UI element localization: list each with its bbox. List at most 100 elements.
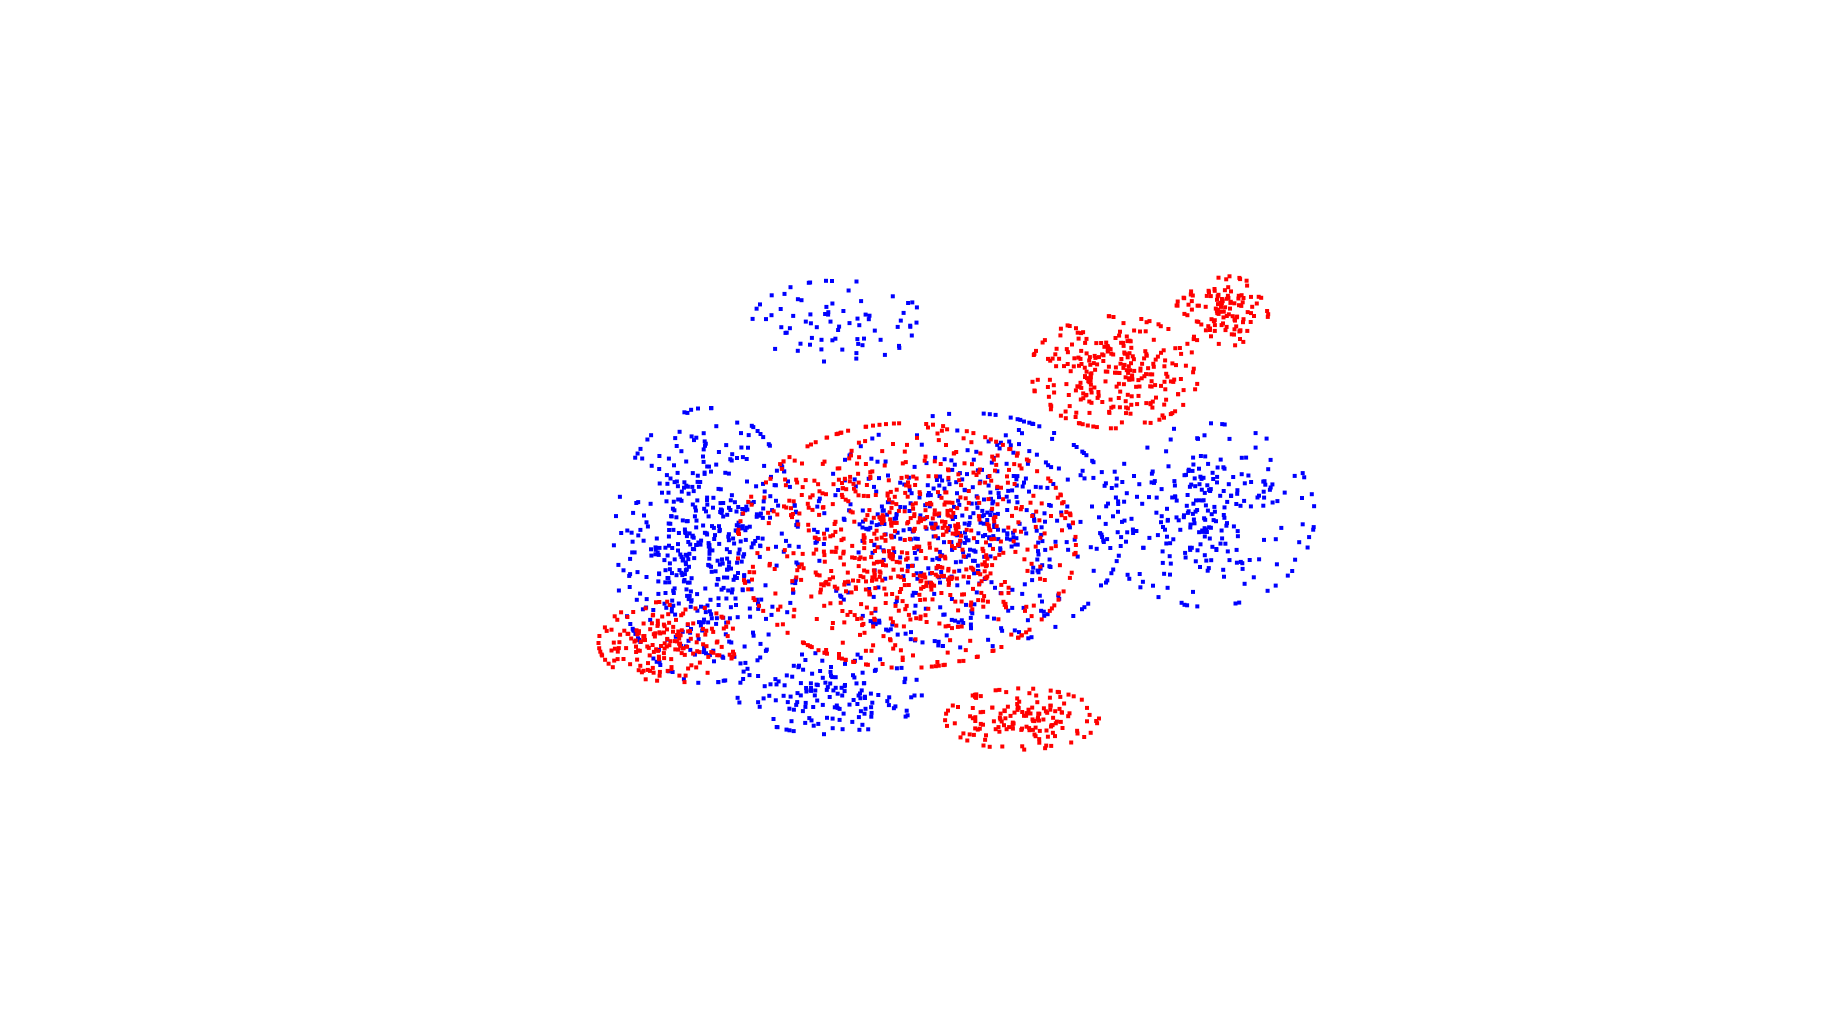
data-point: [1000, 442, 1005, 447]
data-point: [1030, 514, 1035, 518]
data-point: [752, 570, 757, 575]
data-point: [936, 663, 941, 668]
data-point: [903, 460, 908, 465]
data-point: [989, 496, 993, 501]
data-point: [657, 630, 662, 635]
data-point: [858, 444, 863, 449]
data-point: [946, 623, 951, 628]
data-point: [666, 521, 671, 526]
data-point: [1075, 330, 1080, 335]
data-point: [828, 319, 833, 324]
data-point: [1241, 320, 1245, 325]
data-point: [1006, 585, 1011, 590]
data-point: [696, 406, 700, 411]
data-point: [645, 667, 650, 672]
data-point: [1143, 349, 1148, 354]
data-point: [817, 512, 822, 517]
data-point: [843, 580, 847, 585]
data-point: [1300, 471, 1305, 476]
data-point: [1074, 326, 1078, 331]
data-point: [945, 512, 950, 517]
data-point: [810, 507, 815, 512]
data-point: [971, 548, 976, 553]
data-point: [1051, 715, 1056, 720]
data-point: [938, 580, 942, 585]
data-point: [933, 664, 938, 669]
data-point: [1046, 394, 1051, 399]
data-point: [1011, 539, 1016, 544]
data-point: [872, 572, 877, 577]
data-point: [774, 468, 779, 473]
data-point: [679, 628, 684, 633]
data-point: [955, 624, 960, 629]
data-point: [986, 439, 991, 444]
data-point: [1198, 454, 1203, 458]
data-point: [1029, 561, 1034, 566]
data-point: [1154, 395, 1158, 400]
data-point: [1125, 355, 1130, 360]
data-point: [1222, 505, 1227, 510]
data-point: [1020, 591, 1025, 596]
data-point: [1124, 539, 1128, 544]
data-point: [775, 512, 780, 517]
data-point: [855, 702, 860, 706]
data-point: [741, 669, 746, 674]
data-point: [756, 674, 761, 678]
data-point: [997, 715, 1002, 720]
data-point: [1231, 524, 1236, 529]
data-point: [971, 511, 976, 516]
data-point: [649, 547, 653, 552]
data-point: [795, 700, 800, 705]
data-point: [880, 662, 885, 666]
data-point: [1206, 324, 1211, 329]
data-point: [981, 549, 986, 554]
data-point: [856, 341, 861, 346]
data-point: [769, 293, 774, 298]
data-point: [1029, 635, 1034, 640]
data-point: [1145, 445, 1150, 450]
data-point: [904, 603, 909, 608]
data-point: [671, 624, 676, 629]
data-point: [993, 412, 998, 417]
data-point: [1066, 393, 1071, 397]
data-point: [796, 544, 801, 549]
data-point: [738, 539, 743, 544]
data-point: [889, 533, 894, 538]
data-point: [654, 600, 658, 605]
data-point: [910, 300, 915, 305]
data-point: [809, 645, 814, 650]
data-point: [1224, 324, 1229, 329]
data-point: [800, 640, 805, 645]
data-point: [820, 675, 825, 680]
data-point: [1038, 535, 1043, 540]
data-point: [955, 506, 960, 511]
data-point: [814, 572, 819, 577]
data-point: [846, 579, 851, 584]
data-point: [985, 518, 990, 522]
data-point: [1150, 405, 1155, 410]
data-point: [956, 620, 961, 625]
data-point: [714, 621, 719, 626]
data-point: [1111, 567, 1116, 572]
data-point: [1015, 417, 1020, 422]
data-point: [1045, 385, 1050, 389]
data-point: [984, 553, 989, 558]
data-point: [795, 348, 800, 353]
data-point: [1179, 351, 1184, 356]
data-point: [1010, 726, 1015, 731]
data-point: [679, 489, 684, 494]
data-point: [762, 489, 767, 494]
data-point: [675, 470, 680, 475]
data-point: [1204, 558, 1209, 563]
data-point: [840, 640, 845, 645]
data-point: [1034, 348, 1038, 353]
data-point: [917, 573, 922, 578]
data-point: [745, 479, 749, 484]
data-point: [738, 519, 743, 524]
data-point: [628, 556, 633, 561]
data-point: [966, 580, 971, 585]
data-point: [1053, 734, 1057, 739]
data-point: [655, 550, 660, 555]
data-point: [919, 586, 924, 591]
data-point: [1042, 578, 1047, 582]
